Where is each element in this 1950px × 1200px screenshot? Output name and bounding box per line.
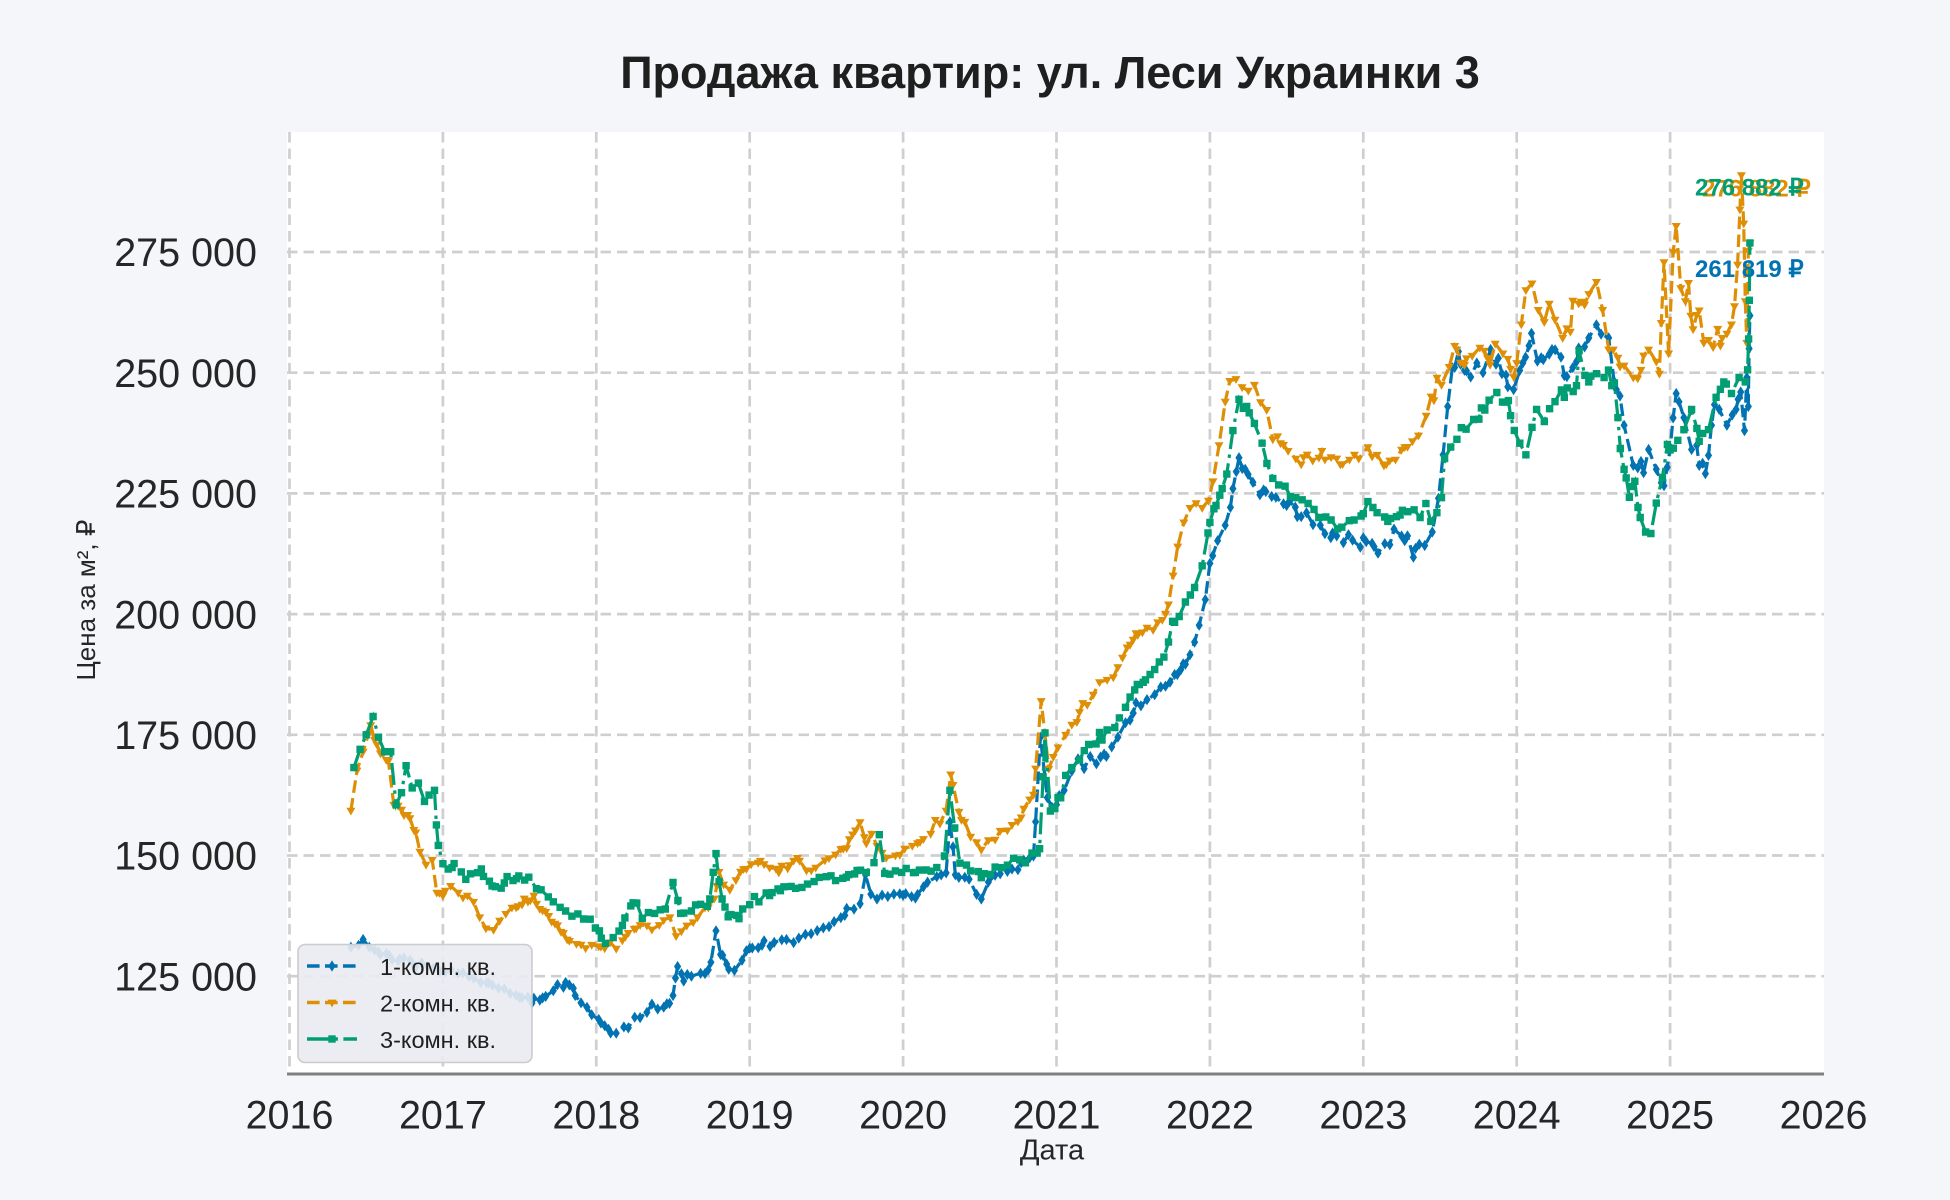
svg-text:2023: 2023 bbox=[1319, 1094, 1407, 1138]
svg-text:261 819 ₽: 261 819 ₽ bbox=[1695, 256, 1804, 283]
svg-text:2017: 2017 bbox=[399, 1094, 487, 1138]
svg-text:1-комн. кв.: 1-комн. кв. bbox=[380, 954, 496, 980]
svg-text:2019: 2019 bbox=[706, 1094, 794, 1138]
svg-text:225 000: 225 000 bbox=[114, 473, 257, 517]
svg-text:276 882 ₽: 276 882 ₽ bbox=[1702, 176, 1811, 203]
svg-text:150 000: 150 000 bbox=[114, 835, 257, 879]
svg-text:2018: 2018 bbox=[552, 1094, 640, 1138]
svg-text:Продажа квартир: ул. Леси Укра: Продажа квартир: ул. Леси Украинки 3 bbox=[620, 47, 1480, 98]
svg-text:175 000: 175 000 bbox=[114, 714, 257, 758]
svg-text:2020: 2020 bbox=[859, 1094, 947, 1138]
svg-text:2022: 2022 bbox=[1166, 1094, 1254, 1138]
svg-text:275 000: 275 000 bbox=[114, 231, 257, 275]
svg-text:Дата: Дата bbox=[1020, 1135, 1085, 1167]
svg-text:276 882 ₽: 276 882 ₽ bbox=[1695, 175, 1804, 202]
svg-text:2026: 2026 bbox=[1780, 1094, 1868, 1138]
svg-text:125 000: 125 000 bbox=[114, 955, 257, 999]
svg-text:2-комн. кв.: 2-комн. кв. bbox=[380, 991, 496, 1017]
svg-text:2021: 2021 bbox=[1013, 1094, 1101, 1138]
svg-text:250 000: 250 000 bbox=[114, 352, 257, 396]
svg-text:2024: 2024 bbox=[1473, 1094, 1561, 1138]
svg-text:Цена за м², ₽: Цена за м², ₽ bbox=[71, 520, 101, 681]
svg-text:2025: 2025 bbox=[1626, 1094, 1714, 1138]
svg-text:2016: 2016 bbox=[246, 1094, 334, 1138]
svg-text:200 000: 200 000 bbox=[114, 593, 257, 637]
svg-text:3-комн. кв.: 3-комн. кв. bbox=[380, 1027, 496, 1053]
